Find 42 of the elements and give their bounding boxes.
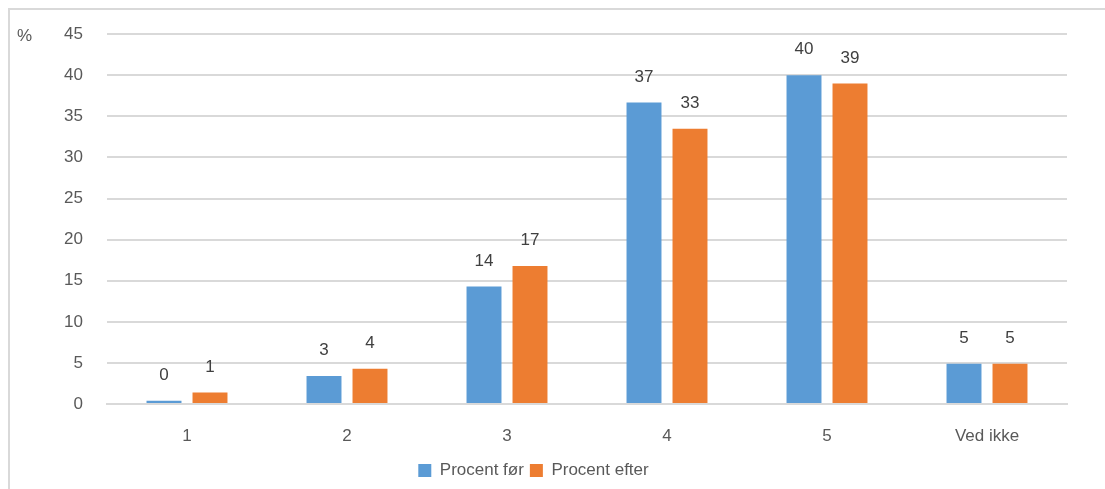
y-tick-label: 10 bbox=[64, 311, 83, 331]
x-tick-label: 3 bbox=[502, 425, 512, 445]
data-label: 5 bbox=[959, 327, 969, 347]
bar bbox=[466, 286, 502, 403]
data-label: 37 bbox=[634, 66, 654, 86]
data-label: 17 bbox=[520, 230, 540, 250]
bar bbox=[306, 376, 342, 403]
data-label: 3 bbox=[319, 340, 329, 360]
y-tick-label: 25 bbox=[64, 188, 83, 208]
x-tick-label: 1 bbox=[182, 425, 192, 445]
bar bbox=[192, 392, 228, 403]
x-tick-label: 4 bbox=[662, 425, 672, 445]
bar bbox=[672, 128, 708, 403]
bar bbox=[832, 83, 868, 403]
bar bbox=[626, 102, 662, 403]
bar bbox=[946, 363, 982, 403]
legend-label: Procent efter bbox=[551, 460, 650, 480]
data-label: 14 bbox=[474, 250, 494, 270]
y-tick-label: 30 bbox=[64, 147, 83, 167]
bar bbox=[512, 265, 548, 403]
x-tick-label: 2 bbox=[342, 425, 352, 445]
data-label: 40 bbox=[794, 39, 814, 59]
data-label: 5 bbox=[1005, 327, 1015, 347]
y-tick-label: 20 bbox=[64, 229, 83, 249]
bar bbox=[786, 75, 822, 403]
data-label: 39 bbox=[840, 47, 860, 67]
data-label: 4 bbox=[365, 332, 375, 352]
x-tick-label: 5 bbox=[822, 425, 832, 445]
y-tick-label: 5 bbox=[73, 352, 83, 372]
y-tick-label: 0 bbox=[73, 393, 83, 413]
bar bbox=[992, 363, 1028, 403]
bar bbox=[352, 368, 388, 403]
data-label: 33 bbox=[680, 92, 700, 112]
y-tick-label: 15 bbox=[64, 270, 83, 290]
data-label: 0 bbox=[159, 364, 169, 384]
y-tick-label: 35 bbox=[64, 106, 83, 126]
y-tick-label: 45 bbox=[64, 23, 83, 43]
y-tick-label: 40 bbox=[64, 64, 83, 84]
data-label: 1 bbox=[205, 356, 215, 376]
legend-label: Procent før bbox=[439, 460, 525, 480]
x-tick-label: Ved ikke bbox=[954, 425, 1020, 445]
y-axis-title: % bbox=[17, 25, 33, 45]
